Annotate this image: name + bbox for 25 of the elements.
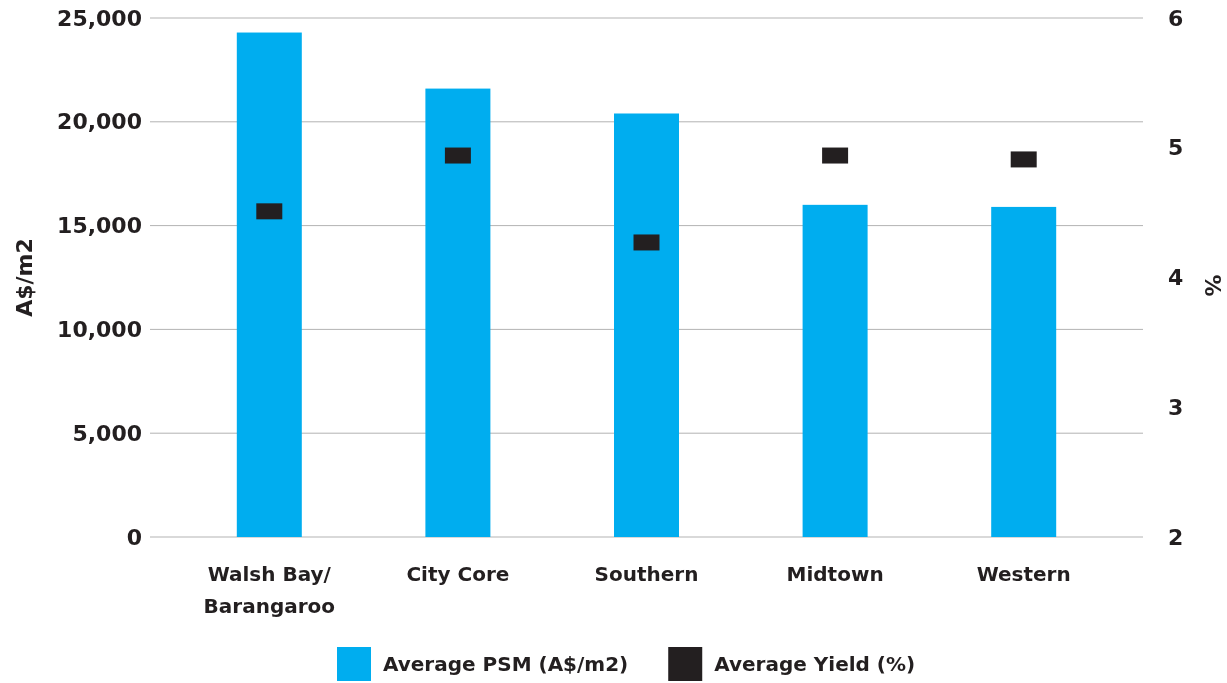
bar	[425, 88, 491, 537]
y-tick-label: 0	[126, 524, 142, 550]
bar	[236, 32, 302, 537]
x-tick-label: City Core	[406, 562, 510, 586]
x-tick-label: Midtown	[786, 562, 884, 586]
bar	[991, 206, 1057, 537]
y2-tick-label: 3	[1168, 394, 1184, 420]
y2-axis-title: %	[1200, 274, 1225, 297]
x-tick-label: Walsh Bay/ Barangaroo	[203, 562, 336, 618]
legend-label: Average Yield (%)	[714, 652, 916, 676]
y-axis-title: A$/m2	[12, 238, 37, 317]
bar	[614, 113, 679, 537]
y-tick-label: 25,000	[57, 5, 142, 31]
y-tick-label: 10,000	[57, 316, 142, 342]
y2-tick-label: 4	[1168, 265, 1184, 291]
y-tick-label: 5,000	[72, 420, 142, 446]
bar	[802, 204, 868, 537]
x-tick-label: Southern	[594, 562, 699, 586]
y2-tick-label: 2	[1168, 524, 1184, 550]
y-tick-label: 15,000	[57, 213, 142, 239]
x-tick-label: Western	[976, 562, 1071, 586]
y2-tick-label: 6	[1168, 5, 1184, 31]
y2-tick-label: 5	[1168, 135, 1184, 161]
y-tick-label: 20,000	[57, 109, 142, 135]
legend-label: Average PSM (A$/m2)	[383, 652, 629, 676]
